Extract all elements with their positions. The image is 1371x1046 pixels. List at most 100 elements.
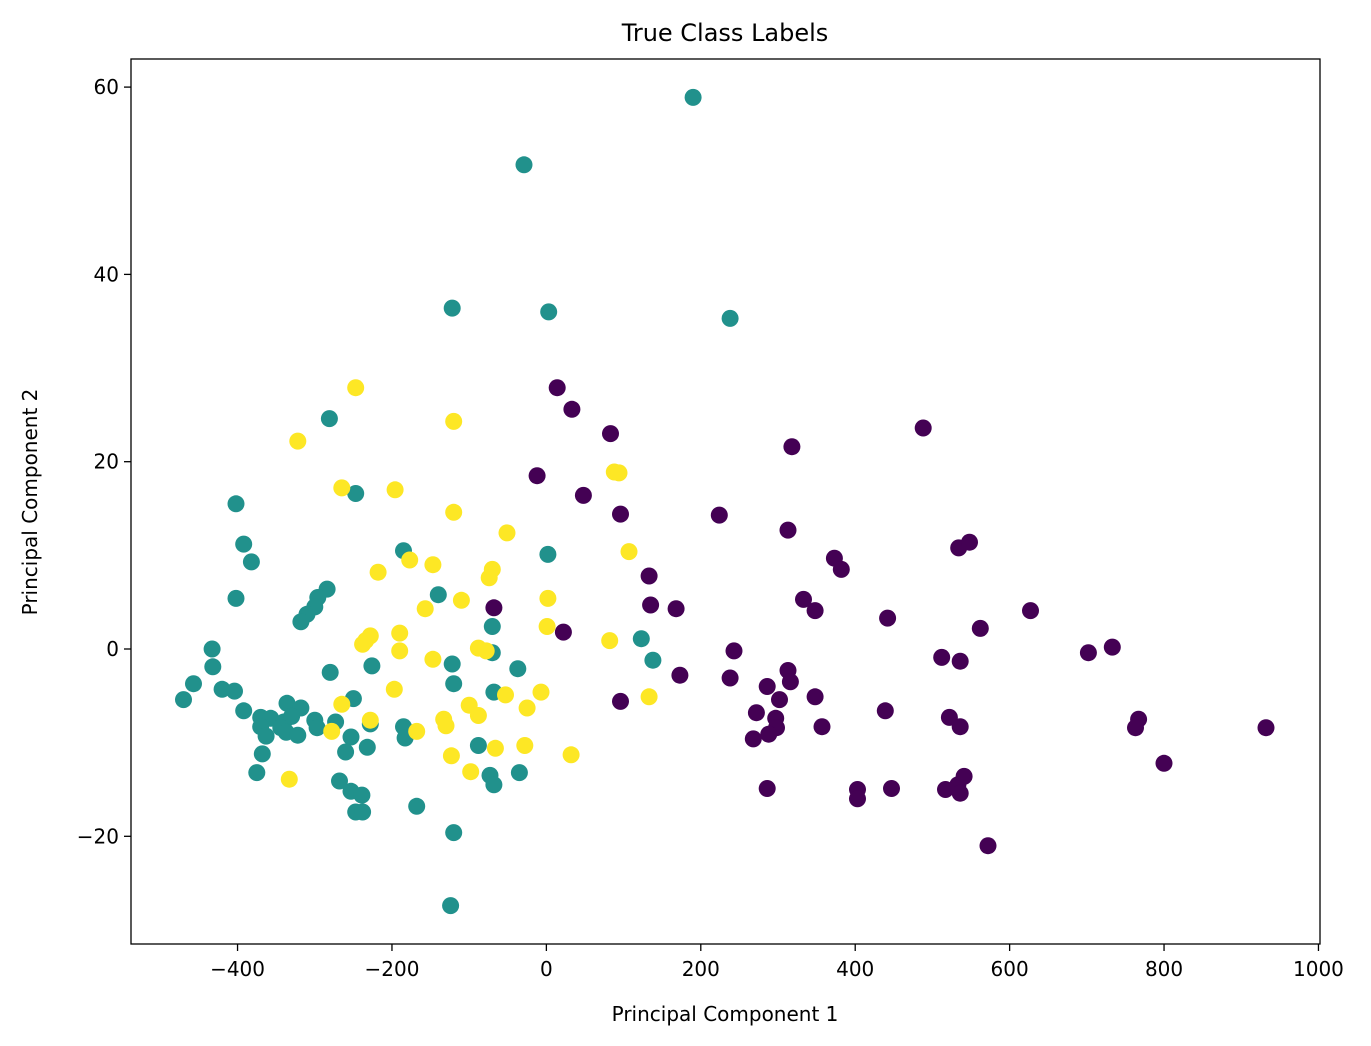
data-point-class-0 bbox=[1103, 638, 1121, 656]
x-tick-label: 600 bbox=[991, 957, 1029, 981]
data-point-class-1 bbox=[278, 694, 296, 712]
y-axis-ticks: −20 0 20 40 60 bbox=[77, 75, 131, 848]
data-point-class-0 bbox=[485, 599, 503, 617]
data-point-class-0 bbox=[951, 652, 969, 670]
data-point-class-0 bbox=[1079, 644, 1097, 662]
x-tick-label: −200 bbox=[364, 957, 419, 981]
data-point-class-0 bbox=[710, 506, 728, 524]
y-tick-label: 60 bbox=[94, 75, 119, 99]
data-point-class-2 bbox=[369, 563, 387, 581]
data-point-class-2 bbox=[610, 464, 628, 482]
y-tick-label: 20 bbox=[94, 450, 119, 474]
data-point-class-2 bbox=[385, 680, 403, 698]
data-point-class-2 bbox=[323, 722, 341, 740]
data-point-class-2 bbox=[640, 688, 658, 706]
data-point-class-1 bbox=[235, 702, 253, 720]
data-point-class-0 bbox=[612, 692, 629, 710]
data-point-class-1 bbox=[483, 618, 501, 635]
data-point-class-0 bbox=[574, 486, 592, 504]
data-point-class-1 bbox=[253, 745, 271, 763]
data-point-class-0 bbox=[642, 596, 660, 614]
data-point-class-0 bbox=[806, 602, 824, 620]
data-point-class-1 bbox=[445, 824, 463, 842]
data-point-class-1 bbox=[442, 897, 460, 915]
data-point-class-0 bbox=[671, 666, 689, 684]
data-point-class-1 bbox=[342, 728, 360, 746]
data-point-class-2 bbox=[462, 763, 480, 781]
data-point-class-2 bbox=[347, 379, 365, 397]
data-point-class-1 bbox=[429, 586, 447, 604]
x-tick-label: 400 bbox=[836, 957, 874, 981]
x-tick-label: 800 bbox=[1145, 957, 1183, 981]
data-point-class-0 bbox=[883, 780, 900, 797]
data-point-class-0 bbox=[721, 669, 739, 687]
data-point-class-0 bbox=[961, 533, 978, 551]
x-tick-label: 1000 bbox=[1293, 957, 1344, 981]
data-point-class-2 bbox=[333, 479, 351, 497]
data-point-class-2 bbox=[354, 635, 372, 653]
data-point-class-2 bbox=[437, 717, 455, 735]
data-point-class-1 bbox=[539, 545, 557, 563]
data-point-class-1 bbox=[227, 589, 245, 607]
data-point-class-2 bbox=[442, 747, 460, 765]
data-point-class-0 bbox=[528, 467, 546, 485]
data-point-class-1 bbox=[469, 737, 487, 754]
data-point-class-2 bbox=[424, 556, 442, 574]
data-point-class-0 bbox=[783, 438, 801, 456]
x-axis-label: Principal Component 1 bbox=[612, 1002, 839, 1026]
data-point-class-0 bbox=[1257, 719, 1275, 737]
data-point-class-1 bbox=[485, 776, 503, 794]
data-point-class-2 bbox=[469, 707, 487, 724]
data-point-class-2 bbox=[532, 683, 550, 701]
y-axis-label: Principal Component 2 bbox=[18, 389, 42, 616]
data-point-class-0 bbox=[951, 718, 969, 736]
data-point-class-1 bbox=[632, 630, 650, 648]
data-point-class-0 bbox=[813, 718, 831, 736]
data-point-class-2 bbox=[391, 642, 409, 660]
data-points bbox=[175, 88, 1275, 915]
data-point-class-2 bbox=[480, 569, 498, 587]
data-point-class-1 bbox=[242, 553, 260, 571]
x-tick-label: −400 bbox=[210, 957, 265, 981]
data-point-class-0 bbox=[771, 691, 788, 709]
data-point-class-1 bbox=[445, 675, 463, 693]
data-point-class-0 bbox=[933, 648, 951, 666]
data-point-class-2 bbox=[620, 543, 638, 561]
data-point-class-2 bbox=[401, 551, 419, 569]
plot-area-frame bbox=[130, 58, 1321, 945]
data-point-class-0 bbox=[554, 623, 572, 641]
data-point-class-1 bbox=[213, 680, 231, 698]
data-point-class-2 bbox=[280, 770, 298, 788]
data-point-class-1 bbox=[203, 640, 221, 658]
data-point-class-2 bbox=[289, 432, 307, 450]
data-point-class-1 bbox=[354, 803, 372, 821]
data-point-class-0 bbox=[832, 560, 850, 578]
data-point-class-0 bbox=[758, 678, 776, 695]
data-point-class-0 bbox=[612, 505, 629, 523]
data-point-class-2 bbox=[539, 589, 557, 607]
data-point-class-2 bbox=[518, 699, 536, 717]
data-point-class-0 bbox=[914, 419, 932, 437]
data-point-class-2 bbox=[452, 591, 470, 609]
data-point-class-0 bbox=[879, 609, 897, 627]
data-point-class-1 bbox=[540, 303, 558, 321]
data-point-class-2 bbox=[391, 624, 409, 642]
data-point-class-0 bbox=[876, 702, 894, 720]
data-point-class-2 bbox=[416, 600, 434, 618]
data-point-class-1 bbox=[283, 707, 301, 725]
data-point-class-0 bbox=[563, 400, 581, 418]
data-point-class-0 bbox=[951, 784, 969, 802]
data-point-class-1 bbox=[443, 299, 461, 317]
data-point-class-1 bbox=[510, 764, 528, 782]
data-point-class-2 bbox=[424, 650, 442, 668]
data-point-class-1 bbox=[204, 658, 222, 676]
x-tick-label: 0 bbox=[540, 957, 553, 981]
data-point-class-0 bbox=[955, 767, 973, 785]
data-point-class-2 bbox=[445, 412, 463, 430]
data-point-class-1 bbox=[353, 786, 371, 804]
data-point-class-1 bbox=[227, 495, 245, 513]
data-point-class-0 bbox=[760, 725, 778, 743]
data-point-class-0 bbox=[779, 521, 797, 539]
